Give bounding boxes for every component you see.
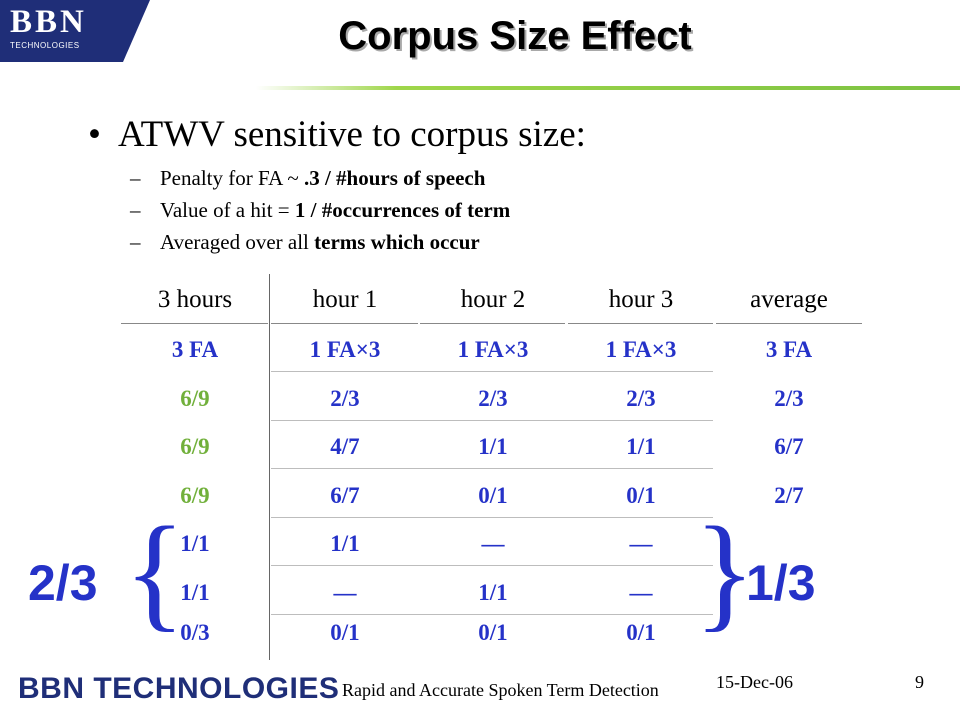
slide-title: Corpus Size Effect bbox=[338, 14, 692, 58]
sub-bullet-2: – Value of a hit = 1 / #occurrences of te… bbox=[130, 198, 511, 222]
left-brace: { bbox=[124, 501, 186, 643]
row-rule bbox=[271, 517, 713, 518]
table-cell: 2/3 bbox=[626, 386, 656, 411]
col-header: hour 2 bbox=[460, 286, 526, 313]
col-header: average bbox=[750, 286, 828, 313]
footer-title: Rapid and Accurate Spoken Term Detection bbox=[342, 680, 659, 700]
col-header: hour 1 bbox=[312, 286, 378, 313]
main-bullet-text: ATWV sensitive to corpus size: bbox=[118, 114, 586, 155]
table-cell: 6/7 bbox=[774, 434, 804, 459]
table-cell: 6/7 bbox=[330, 483, 360, 508]
table-cell: 2/3 bbox=[330, 386, 360, 411]
main-bullet: • ATWV sensitive to corpus size: bbox=[88, 113, 586, 156]
sub-bullet-1-bold: .3 / #hours of speech bbox=[303, 166, 486, 190]
row-rule bbox=[271, 468, 713, 469]
logo-badge: BBN TECHNOLOGIES bbox=[0, 0, 150, 62]
table-cell: 1 FA×3 bbox=[309, 337, 381, 362]
table-cell: 0/1 bbox=[626, 483, 656, 508]
table-cell: 0/1 bbox=[478, 620, 508, 645]
table-cell: — bbox=[629, 531, 653, 556]
table-cell: 0/1 bbox=[478, 483, 508, 508]
table-cell: 0/3 bbox=[180, 620, 210, 645]
table-cell: 6/9 bbox=[180, 386, 210, 411]
header-rule bbox=[271, 323, 418, 324]
title-underline bbox=[256, 86, 960, 90]
table-cell: 1 FA×3 bbox=[457, 337, 529, 362]
table-divider bbox=[269, 274, 270, 660]
table-cell: — bbox=[333, 580, 357, 605]
table-cell: 2/3 bbox=[478, 386, 508, 411]
col-header: hour 3 bbox=[608, 286, 674, 313]
table-cell: 2/7 bbox=[774, 483, 804, 508]
table-cell: 2/3 bbox=[774, 386, 804, 411]
right-brace: } bbox=[694, 501, 756, 643]
footer-date: 15-Dec-06 bbox=[716, 672, 793, 692]
table-cell: 0/1 bbox=[330, 620, 360, 645]
table-cell: 1/1 bbox=[626, 434, 656, 459]
row-rule bbox=[271, 614, 713, 615]
table-cell: 1 FA×3 bbox=[605, 337, 677, 362]
table-cell: 6/9 bbox=[180, 434, 210, 459]
sub-bullet-3: – Averaged over all terms which occur bbox=[130, 230, 480, 254]
table-cell: 1/1 bbox=[478, 434, 508, 459]
table-cell: 3 FA bbox=[765, 337, 813, 362]
row-rule bbox=[271, 420, 713, 421]
header-rule bbox=[716, 323, 862, 324]
table-cell: 1/1 bbox=[180, 531, 210, 556]
page-number: 9 bbox=[915, 672, 924, 692]
row-rule bbox=[271, 565, 713, 566]
table-cell: 1/1 bbox=[478, 580, 508, 605]
table-cell: 1/1 bbox=[330, 531, 360, 556]
sub-bullet-2-bold: 1 / #occurrences of term bbox=[294, 198, 511, 222]
table-cell: 6/9 bbox=[180, 483, 210, 508]
sub-bullet-1: – Penalty for FA ~ .3 / #hours of speech bbox=[130, 166, 486, 190]
sub-bullet-3-text: Averaged over all bbox=[160, 230, 315, 254]
sub-bullet-2-text: Value of a hit = bbox=[160, 198, 295, 222]
table-cell: 3 FA bbox=[171, 337, 219, 362]
header-rule bbox=[420, 323, 565, 324]
logo-mark: BBN bbox=[10, 4, 87, 40]
logo-subtitle: TECHNOLOGIES bbox=[10, 41, 80, 50]
right-result: 1/3 bbox=[746, 555, 816, 611]
row-rule bbox=[271, 371, 713, 372]
table-cell: — bbox=[629, 580, 653, 605]
header-rule bbox=[121, 323, 268, 324]
table-cell: 1/1 bbox=[180, 580, 210, 605]
footer-brand-logo: BBN TECHNOLOGIES bbox=[18, 672, 340, 705]
sub-bullet-1-text: Penalty for FA ~ bbox=[160, 166, 304, 190]
col-header: 3 hours bbox=[157, 286, 233, 313]
bullet-dot: • bbox=[88, 114, 101, 155]
left-result: 2/3 bbox=[28, 555, 98, 611]
table-cell: 0/1 bbox=[626, 620, 656, 645]
sub-bullet-3-bold: terms which occur bbox=[314, 230, 480, 254]
header-rule bbox=[568, 323, 713, 324]
table-cell: 4/7 bbox=[330, 434, 360, 459]
table-cell: — bbox=[481, 531, 505, 556]
